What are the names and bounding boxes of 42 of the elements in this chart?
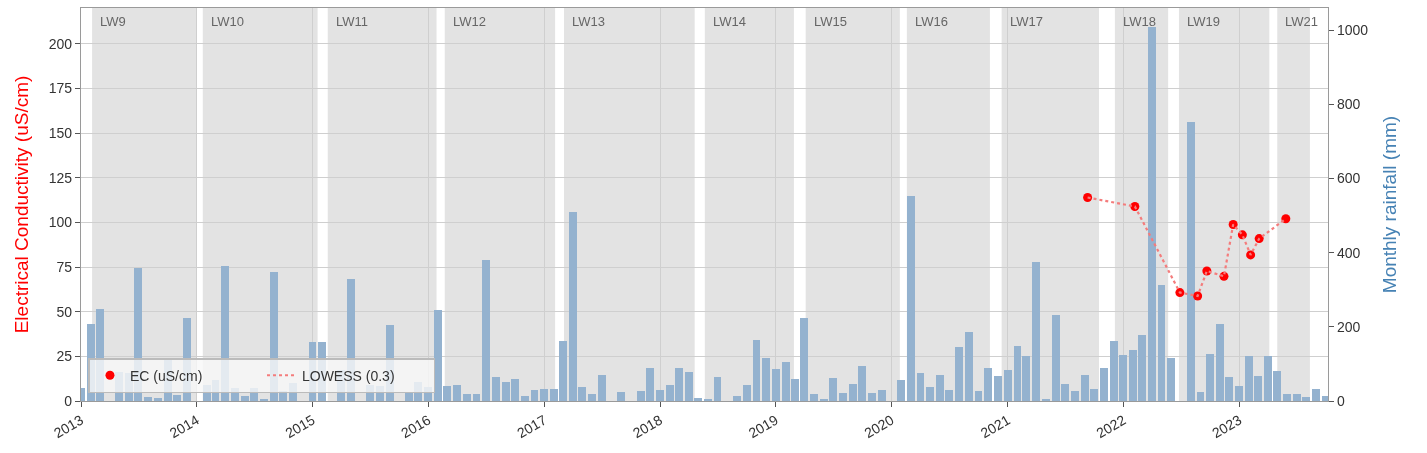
y2-axis-title: Monthly rainfall (mm) [1379,115,1401,294]
band-label: LW11 [336,14,369,29]
y-tick-label: 25 [56,348,73,365]
y-axis-title: Electrical Conductivity (uS/cm) [10,75,32,334]
band-label: LW21 [1285,14,1318,29]
x-tick-label: 2021 [977,411,1013,442]
x-tick-label: 2020 [861,411,897,442]
legend-label: LOWESS (0.3) [301,367,395,384]
y-tick-label: 100 [48,214,73,231]
band-label: LW19 [1187,14,1220,29]
x-tick-label: 2013 [51,411,87,442]
y2-tick-label: 200 [1336,318,1361,335]
y2-tick-label: 0 [1336,392,1345,409]
y2-tick-label: 600 [1336,170,1361,187]
y-tick-label: 125 [48,169,73,186]
y2-tick-label: 400 [1336,244,1361,261]
x-tick-label: 2017 [514,411,550,442]
x-tick-label: 2018 [630,411,666,442]
x-tick-label: 2023 [1209,411,1245,442]
band-label: LW14 [713,14,746,29]
x-tick-label: 2016 [398,411,434,442]
x-tick-label: 2019 [745,411,782,442]
x-tick-label: 2014 [166,411,202,442]
band-label: LW10 [211,14,244,29]
band-label: LW15 [814,14,847,29]
band-label: LW18 [1123,14,1156,29]
y-tick-label: 0 [64,392,73,409]
band-label: LW16 [915,14,948,29]
y-tick-label: 150 [48,124,73,141]
band-label: LW13 [572,14,605,29]
y-tick-label: 175 [48,80,73,97]
y-tick-label: 50 [56,303,73,320]
y2-tick-label: 1000 [1336,22,1369,39]
legend-label: EC (uS/cm) [129,367,203,384]
y2-tick-label: 800 [1336,96,1361,113]
y-tick-label: 75 [56,258,73,275]
band-label: LW17 [1010,14,1043,29]
band-label: LW9 [100,14,126,29]
x-tick-label: 2015 [282,411,318,442]
y-tick-label: 200 [48,35,73,52]
band-label: LW12 [453,14,486,29]
x-tick-label: 2022 [1093,411,1129,442]
